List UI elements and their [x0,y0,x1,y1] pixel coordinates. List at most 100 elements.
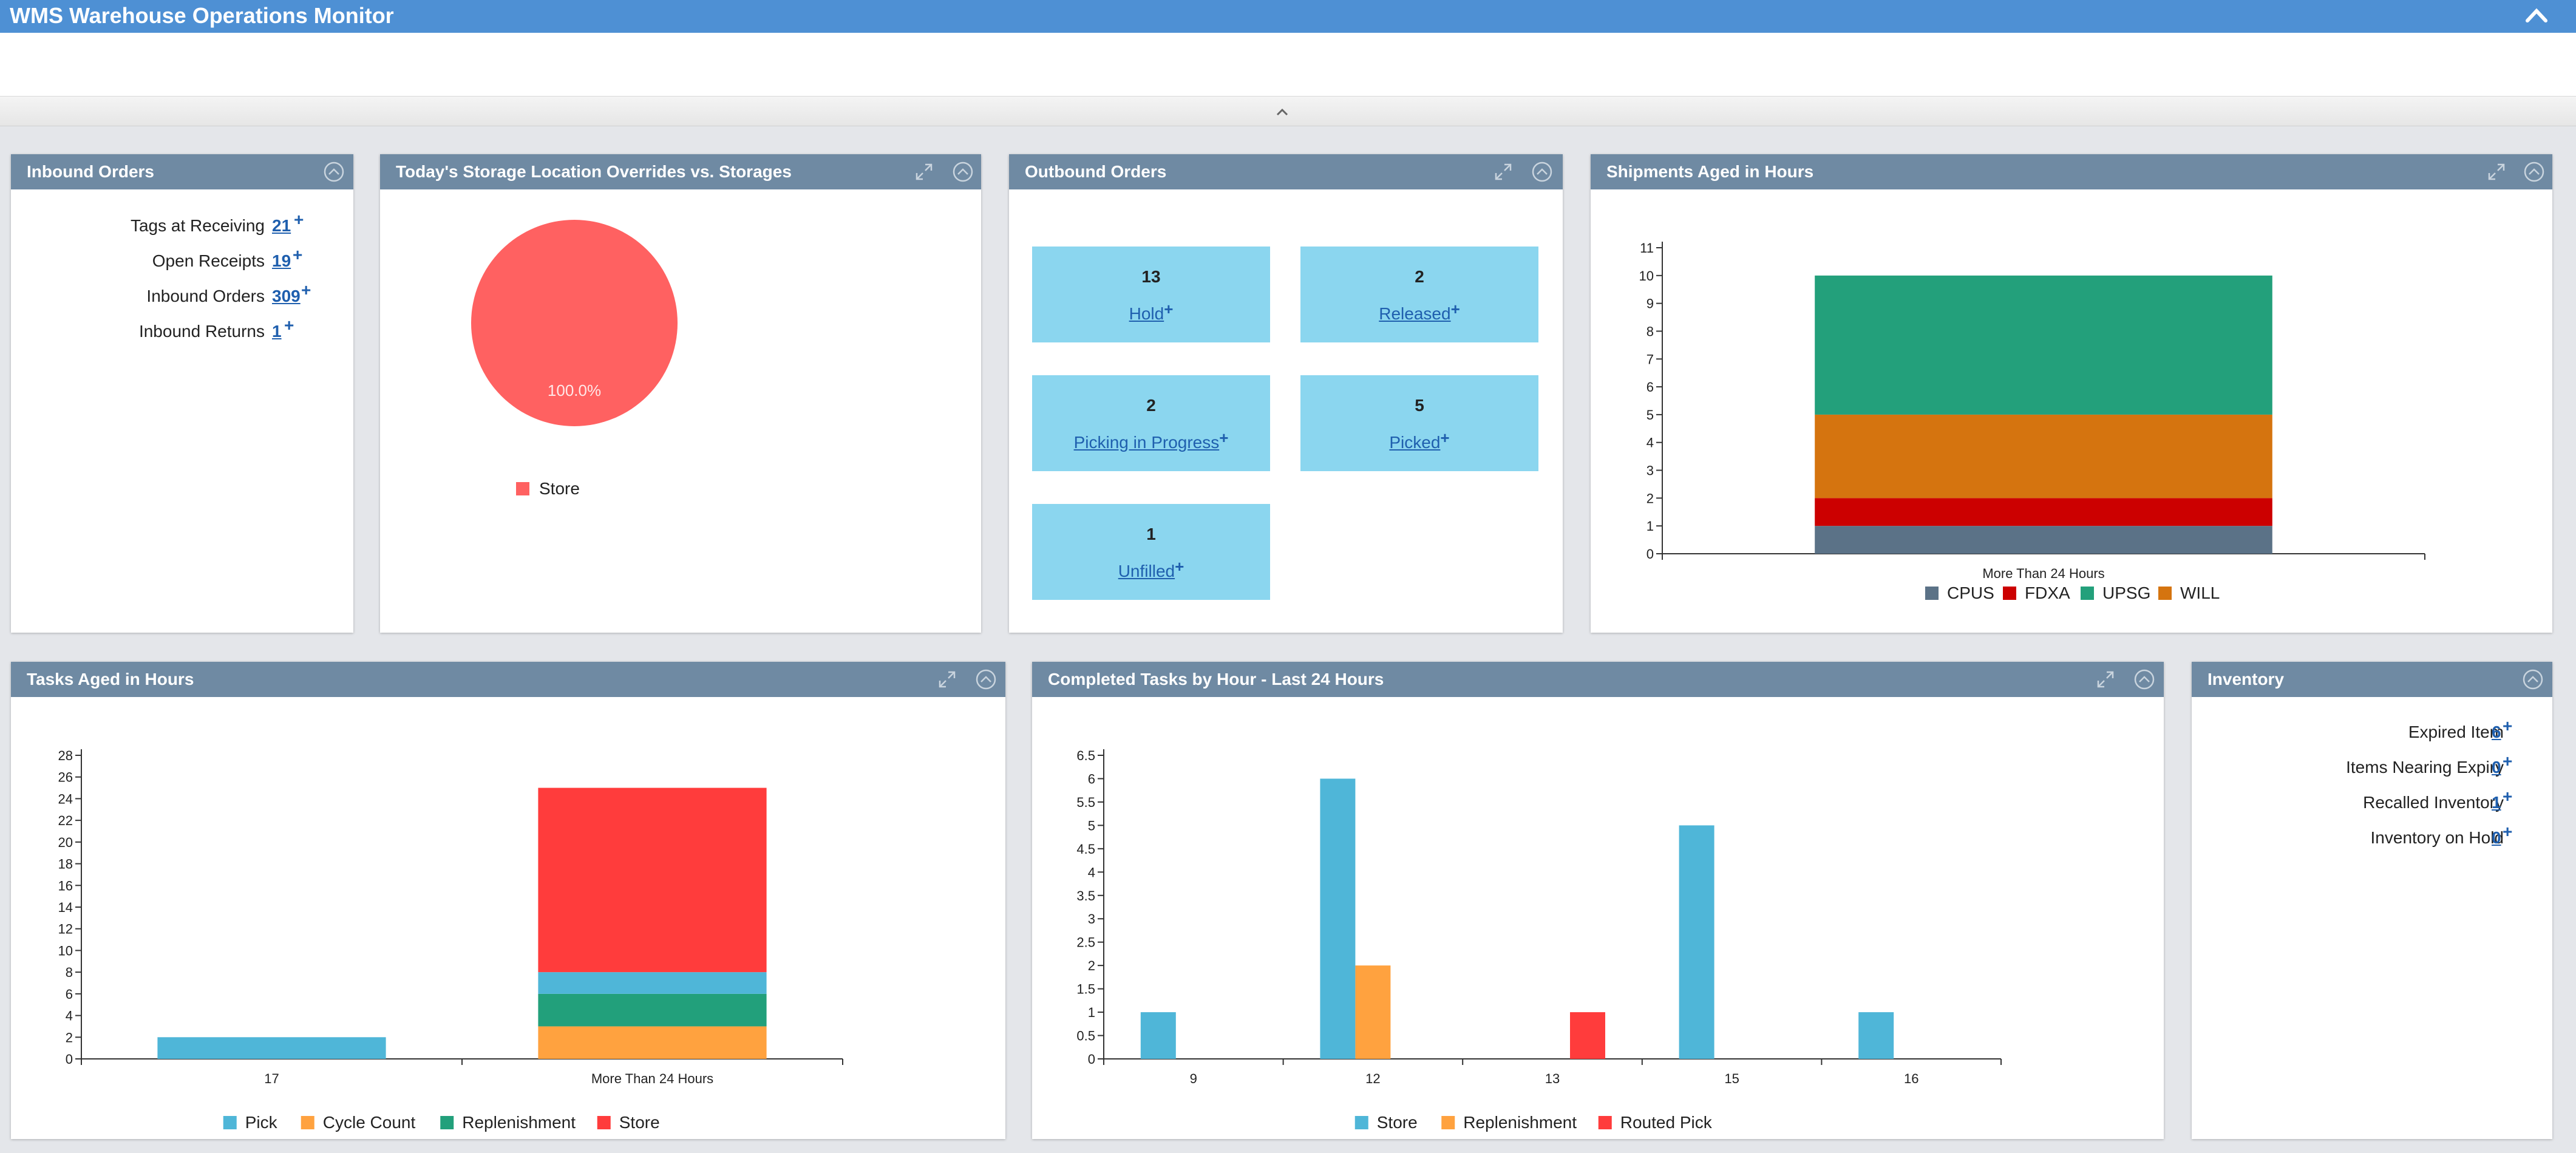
inbound-returns-link[interactable]: 1 [272,322,282,341]
legend-swatch [2003,587,2016,600]
inbound-row-receipts: Open Receipts 19 + [11,245,353,274]
y-tick-label: 0 [66,1052,73,1067]
plus-icon[interactable]: + [1219,429,1229,447]
legend-swatch [1925,587,1939,600]
y-tick-label: 4.5 [1076,842,1095,857]
bar [1858,1012,1894,1059]
splitter-bar[interactable] [0,96,2576,126]
unfilled-tile[interactable]: 1 Unfilled+ [1032,504,1270,600]
collapse-panel-button[interactable] [2522,668,2544,690]
plus-icon[interactable]: + [1164,300,1174,318]
y-tick-label: 0.5 [1076,1029,1095,1044]
app-title: WMS Warehouse Operations Monitor [10,3,394,28]
plus-icon[interactable]: + [2503,787,2513,806]
hold-link[interactable]: Hold [1129,304,1164,323]
released-link[interactable]: Released [1379,304,1451,323]
maximize-panel-button[interactable] [2486,161,2507,183]
app-header: WMS Warehouse Operations Monitor [0,0,2576,33]
collapse-header-button[interactable] [2521,1,2552,30]
chevron-up-icon [2526,8,2547,22]
y-tick-label: 2.5 [1076,935,1095,950]
y-tick-label: 8 [66,965,73,980]
recalled-inventory-link[interactable]: 1 [2492,793,2501,812]
plus-icon[interactable]: + [301,281,311,299]
row-label: Inbound Orders [146,287,265,305]
hold-tile[interactable]: 13 Hold+ [1032,247,1270,342]
maximize-panel-button[interactable] [936,668,958,690]
y-tick-label: 5 [1088,818,1095,833]
x-tick-label: More Than 24 Hours [591,1071,713,1086]
picking-in-progress-link[interactable]: Picking in Progress [1073,433,1220,452]
y-tick-label: 4 [66,1008,73,1024]
y-tick-label: 24 [58,791,73,806]
plus-icon[interactable]: + [294,210,304,229]
picked-tile[interactable]: 5 Picked+ [1300,375,1538,471]
collapse-circle-icon [953,162,973,182]
collapse-panel-button[interactable] [975,668,997,690]
collapse-panel-button[interactable] [323,161,345,183]
plus-icon[interactable]: + [1450,300,1460,318]
tags-at-receiving-link[interactable]: 21 [272,216,291,235]
pie-data-label: 100.0% [548,381,601,400]
plus-icon[interactable]: + [2503,822,2513,841]
legend-label: UPSG [2102,583,2150,602]
x-tick-label: More Than 24 Hours [1982,566,2104,581]
bar-segment [538,787,767,973]
legend-swatch [2081,587,2094,600]
items-nearing-expiry-link[interactable]: 0 [2492,758,2501,777]
collapse-panel-button[interactable] [1531,161,1553,183]
tile-count: 13 [1141,267,1161,286]
pie-slice [471,220,678,426]
maximize-panel-button[interactable] [2095,668,2116,690]
picked-link[interactable]: Picked [1389,433,1441,452]
plus-icon[interactable]: + [1175,557,1184,576]
expired-item-link[interactable]: 6 [2492,723,2501,741]
collapse-panel-button[interactable] [2523,161,2545,183]
legend-label: Store [1377,1113,1418,1132]
y-tick-label: 7 [1647,352,1654,367]
completed-tasks-panel: Completed Tasks by Hour - Last 24 Hours … [1032,662,2164,1139]
y-tick-label: 26 [58,770,73,785]
row-label: Recalled Inventory [2363,793,2504,812]
panel-header: Inbound Orders [11,154,353,189]
maximize-panel-button[interactable] [913,161,935,183]
plus-icon[interactable]: + [284,316,294,335]
storage-overrides-panel: Today's Storage Location Overrides vs. S… [380,154,981,633]
splitter-toggle[interactable] [1273,104,1292,118]
unfilled-link[interactable]: Unfilled [1118,562,1175,580]
y-tick-label: 16 [58,878,73,893]
y-tick-label: 1 [1647,519,1654,534]
plus-icon[interactable]: + [293,245,303,264]
bar-segment [1815,414,2272,498]
plus-icon[interactable]: + [1440,429,1450,447]
plus-icon[interactable]: + [2503,716,2513,735]
inbound-orders-link[interactable]: 309 [272,287,301,305]
collapse-panel-button[interactable] [2133,668,2155,690]
y-tick-label: 3.5 [1076,888,1095,903]
y-tick-label: 2 [1647,491,1654,506]
collapse-circle-icon [324,162,344,182]
plus-icon[interactable]: + [2503,752,2513,770]
panel-header: Outbound Orders [1009,154,1563,189]
bar-segment [1815,526,2272,554]
y-tick-label: 2 [66,1030,73,1045]
legend-swatch [1354,1116,1368,1129]
legend-label: WILL [2180,583,2220,602]
released-tile[interactable]: 2 Released+ [1300,247,1538,342]
x-tick-label: 13 [1545,1071,1560,1086]
legend-swatch [597,1116,611,1129]
collapse-circle-icon [2134,669,2155,690]
y-tick-label: 6 [66,987,73,1002]
picking-in-progress-tile[interactable]: 2 Picking in Progress+ [1032,375,1270,471]
open-receipts-link[interactable]: 19 [272,251,291,270]
inventory-on-hold-link[interactable]: 0 [2492,828,2501,847]
collapse-panel-button[interactable] [952,161,974,183]
maximize-panel-button[interactable] [1492,161,1514,183]
row-label: Open Receipts [152,251,265,270]
y-tick-label: 4 [1647,435,1654,451]
inbound-row-returns: Inbound Returns 1 + [11,316,353,345]
inventory-row-expired: Expired Item 6 + [2192,716,2552,746]
panel-title: Inbound Orders [27,162,154,181]
bar [1140,1012,1176,1059]
panel-title: Tasks Aged in Hours [27,670,194,689]
